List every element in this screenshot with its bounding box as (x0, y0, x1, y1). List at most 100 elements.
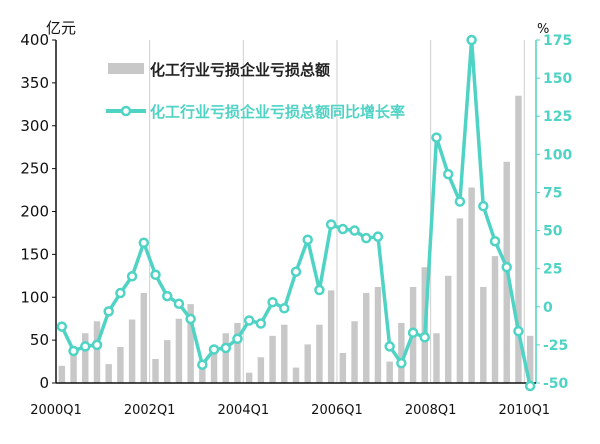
line-point (360, 232, 372, 244)
line-point (513, 325, 524, 337)
right-tick-label: 100 (543, 147, 572, 163)
left-tick-label: 50 (30, 331, 49, 349)
line-point (243, 315, 255, 326)
line-point (419, 332, 431, 343)
bar (363, 292, 370, 383)
right-tick-label: -50 (543, 376, 569, 392)
right-tick-label: 25 (543, 262, 562, 278)
line-point (325, 219, 337, 230)
right-tick-label: 75 (543, 185, 562, 201)
bar (105, 364, 112, 383)
right-axis-unit: % (537, 22, 549, 37)
bar (304, 344, 311, 383)
legend: 化工行业亏损企业亏损总额 化工行业亏损企业亏损总额同比增长率 (106, 61, 405, 121)
bar (339, 352, 347, 383)
bar (526, 335, 534, 383)
line-point (501, 261, 512, 273)
left-tick-label: 150 (20, 245, 49, 263)
left-tick-label: 250 (20, 160, 49, 178)
bar (398, 322, 405, 383)
right-tick-label: 125 (543, 109, 572, 125)
bar (234, 322, 241, 383)
x-tick-label: 2008Q1 (405, 403, 457, 418)
left-tick-label: 400 (20, 31, 49, 49)
line-point (349, 225, 360, 236)
line-point (454, 196, 466, 207)
bar (269, 335, 276, 383)
bar (164, 340, 171, 383)
line-point (115, 287, 126, 299)
line-point (302, 234, 313, 245)
line-point (478, 200, 489, 212)
bar (257, 357, 265, 383)
x-tick-label: 2004Q1 (218, 403, 270, 418)
bar (374, 286, 382, 383)
left-tick-label: 200 (20, 203, 49, 221)
line-point (431, 132, 442, 143)
right-tick-label: -25 (543, 338, 568, 354)
bar (117, 346, 124, 383)
x-tick-label: 2002Q1 (124, 403, 176, 418)
bar (515, 95, 522, 384)
line-point (91, 339, 103, 351)
line-point (56, 321, 68, 332)
line-point (267, 296, 278, 308)
line-point (442, 168, 454, 180)
bar (222, 333, 229, 383)
bar (433, 333, 440, 383)
legend-line-marker (120, 105, 132, 117)
left-tick-label: 350 (20, 74, 49, 92)
right-tick-label: 50 (543, 224, 563, 240)
bar (210, 350, 218, 383)
x-tick-label: 2010Q1 (498, 403, 550, 418)
line-point (68, 345, 79, 357)
line-point (185, 313, 196, 325)
tick-labels: 0 50 100 150 200 250 300 350 400 -50 -25 0 25 50 75 100… (20, 31, 572, 418)
left-tick-label: 300 (20, 117, 49, 135)
bar (70, 348, 77, 383)
bar (292, 367, 300, 383)
line-point (138, 237, 150, 249)
line-point (197, 359, 208, 370)
bar (468, 187, 475, 383)
bar (199, 365, 206, 383)
line-point (407, 327, 419, 338)
line-point (126, 271, 138, 282)
left-axis-unit: 亿元 (46, 19, 76, 37)
line-point (314, 284, 325, 296)
bar (491, 256, 499, 383)
bar (175, 318, 183, 383)
left-tick-label: 0 (39, 374, 49, 392)
bar (187, 304, 194, 383)
legend-line-label: 化工行业亏损企业亏损总额同比增长率 (150, 103, 405, 121)
line-point (208, 344, 220, 355)
bar (386, 361, 393, 383)
line-point (255, 318, 267, 329)
line-point (220, 342, 232, 354)
x-tick-label: 2006Q1 (311, 403, 363, 418)
line-point (173, 298, 185, 309)
line-point (161, 290, 173, 302)
bar (93, 321, 101, 383)
bar (152, 358, 159, 383)
line-series (56, 34, 536, 392)
bar (58, 365, 66, 383)
line-point (489, 235, 501, 247)
right-tick-label: 175 (543, 33, 572, 49)
line-point (150, 269, 161, 281)
bar (444, 275, 452, 383)
left-tick-label: 100 (20, 288, 49, 306)
bar (140, 292, 148, 383)
bar (351, 321, 358, 383)
line-point (372, 231, 384, 242)
right-tick-label: 150 (543, 71, 572, 87)
x-tick-label: 2000Q1 (30, 403, 82, 418)
bar (480, 286, 487, 383)
bar (245, 372, 253, 383)
line-point (337, 223, 349, 235)
bar (128, 319, 136, 383)
line-point (524, 380, 536, 392)
bar (456, 218, 464, 383)
bar (316, 324, 323, 383)
